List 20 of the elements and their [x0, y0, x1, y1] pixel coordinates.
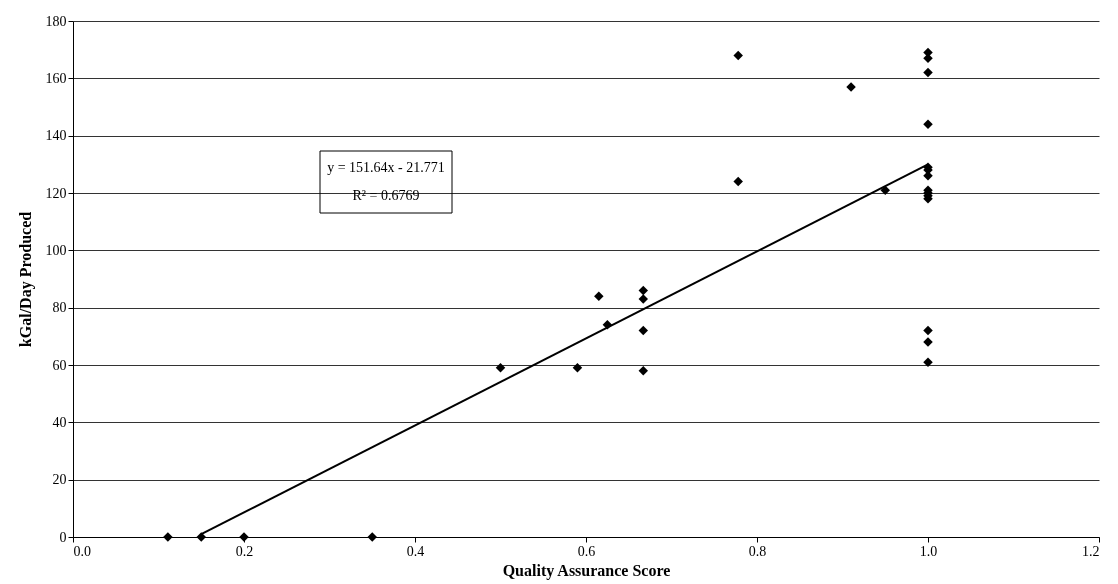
y-tick-label: 160	[45, 70, 67, 86]
y-tick-label: 180	[45, 13, 67, 29]
annotation: y = 151.64x - 21.771	[327, 160, 445, 175]
y-tick-label: 20	[52, 472, 67, 488]
y-tick-label: 60	[52, 357, 67, 373]
x-tick-label: 1.0	[919, 543, 938, 559]
x-axis-title: Quality Assurance Score	[502, 561, 671, 580]
x-tick-label: 0.0	[73, 543, 91, 559]
y-tick-label: 100	[45, 242, 67, 258]
y-axis-title: kGal/Day Produced	[16, 211, 35, 348]
y-tick-label: 140	[45, 128, 67, 144]
y-tick-label: 0	[59, 529, 67, 545]
y-tick-label: 40	[52, 414, 67, 430]
x-tick-label: 0.8	[748, 543, 767, 559]
x-tick-label: 1.2	[1082, 543, 1100, 559]
x-tick-label: 0.6	[577, 543, 596, 559]
x-tick-label: 0.4	[406, 543, 425, 559]
x-tick-label: 0.2	[235, 543, 254, 559]
y-tick-label: 80	[52, 300, 67, 316]
y-tick-label: 120	[45, 185, 67, 201]
